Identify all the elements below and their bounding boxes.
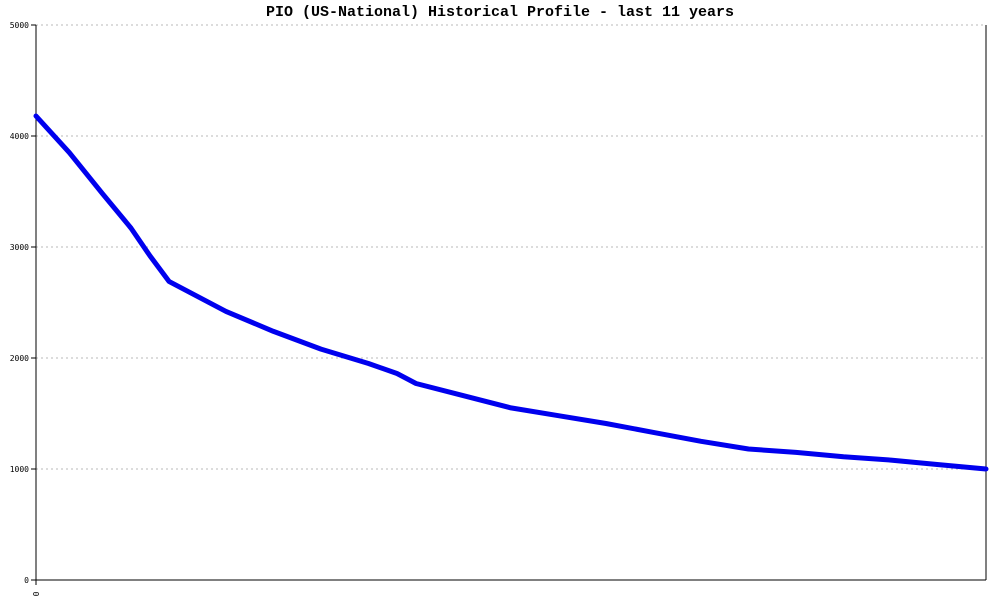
y-tick-label: 1000 — [10, 465, 29, 474]
y-tick-label: 4000 — [10, 132, 29, 141]
y-tick-label: 0 — [24, 576, 29, 585]
chart-title: PIO (US-National) Historical Profile - l… — [265, 4, 735, 21]
tick-labels: 0 1000 2000 3000 4000 5000 0 — [10, 21, 41, 596]
y-tick-label: 5000 — [10, 21, 29, 30]
x-tick-label: 0 — [32, 591, 41, 596]
y-tick-label: 2000 — [10, 354, 29, 363]
series-line — [33, 113, 989, 472]
series-layer — [33, 113, 989, 472]
gridlines — [36, 24, 986, 470]
y-tick-label: 3000 — [10, 243, 29, 252]
axes — [31, 24, 987, 585]
